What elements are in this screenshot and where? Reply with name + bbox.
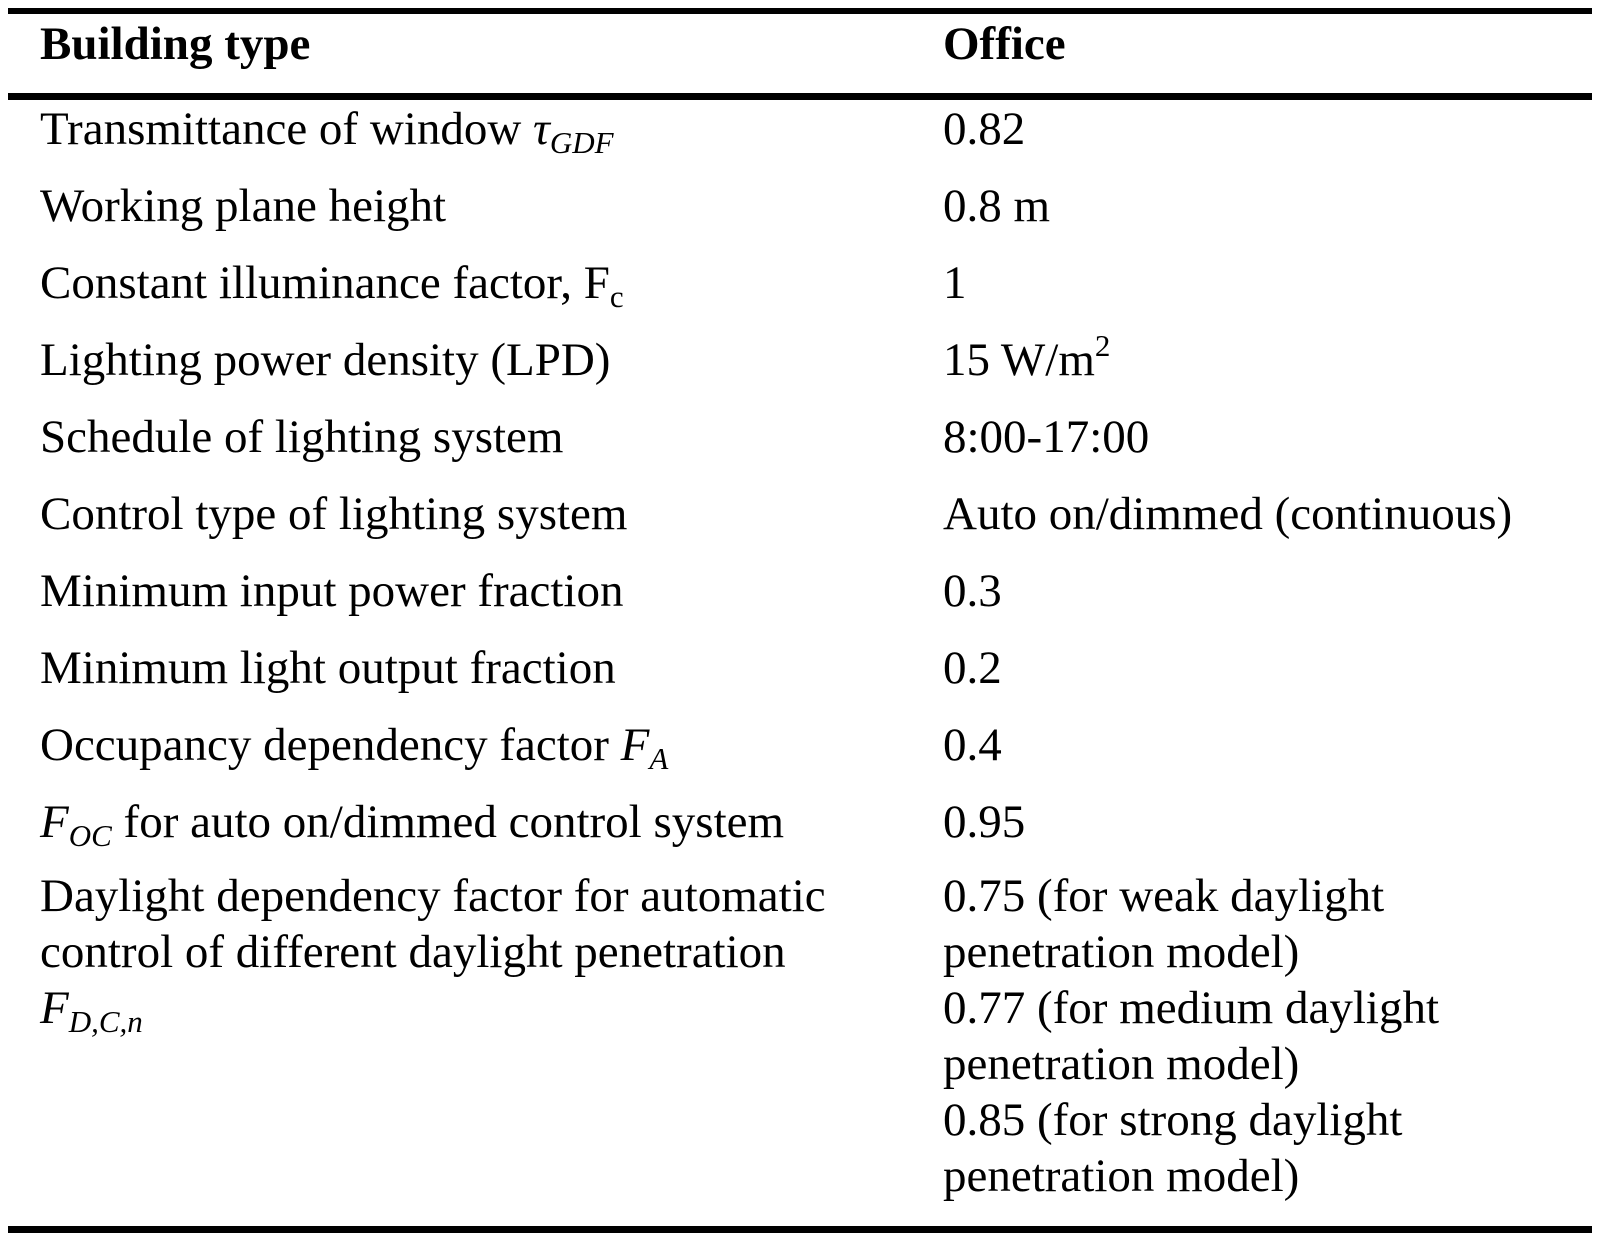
- row-daylight-factor-label-line1: Daylight dependency factor for automatic: [40, 870, 826, 922]
- row-foc-label: FOC for auto on/dimmed control system: [40, 796, 785, 853]
- row-daylight-factor-label-line2: control of different daylight penetratio…: [40, 926, 786, 978]
- row-daylight-factor-symbol: FD,C,n: [40, 982, 143, 1039]
- row-min-input-power-value: 0.3: [943, 565, 1002, 617]
- row-min-light-output-label: Minimum light output fraction: [40, 642, 616, 694]
- header-building-type: Building type: [40, 18, 311, 70]
- row-daylight-factor-value-line: penetration model): [943, 1038, 1300, 1090]
- row-transmittance-label: Transmittance of window τGDF: [40, 103, 614, 160]
- row-constant-illuminance-value: 1: [943, 257, 967, 309]
- row-working-plane-label: Working plane height: [40, 180, 447, 232]
- row-daylight-factor-value-line: penetration model): [943, 926, 1300, 978]
- row-daylight-factor-value-line: 0.75 (for weak daylight: [943, 870, 1385, 922]
- row-schedule-label: Schedule of lighting system: [40, 411, 564, 463]
- row-transmittance-value: 0.82: [943, 103, 1026, 155]
- row-daylight-factor-value-line: penetration model): [943, 1150, 1300, 1202]
- header-office: Office: [943, 18, 1066, 70]
- row-lpd-value: 15 W/m2: [943, 328, 1111, 386]
- row-schedule-value: 8:00-17:00: [943, 411, 1150, 463]
- row-min-input-power-label: Minimum input power fraction: [40, 565, 624, 617]
- row-control-type-value: Auto on/dimmed (continuous): [943, 488, 1513, 540]
- row-min-light-output-value: 0.2: [943, 642, 1002, 694]
- table-bottom-rule: [8, 1226, 1592, 1233]
- row-constant-illuminance-label: Constant illuminance factor, Fc: [40, 257, 624, 314]
- row-occupancy-factor-value: 0.4: [943, 719, 1002, 771]
- row-occupancy-factor-label: Occupancy dependency factor FA: [40, 719, 669, 776]
- row-foc-value: 0.95: [943, 796, 1026, 848]
- row-daylight-factor-value-line: 0.77 (for medium daylight: [943, 982, 1440, 1034]
- row-daylight-factor-value-line: 0.85 (for strong daylight: [943, 1094, 1403, 1146]
- row-working-plane-value: 0.8 m: [943, 180, 1051, 232]
- row-control-type-label: Control type of lighting system: [40, 488, 628, 540]
- table-header-rule: [8, 93, 1592, 100]
- row-lpd-label: Lighting power density (LPD): [40, 334, 611, 386]
- table-top-rule: [8, 8, 1592, 14]
